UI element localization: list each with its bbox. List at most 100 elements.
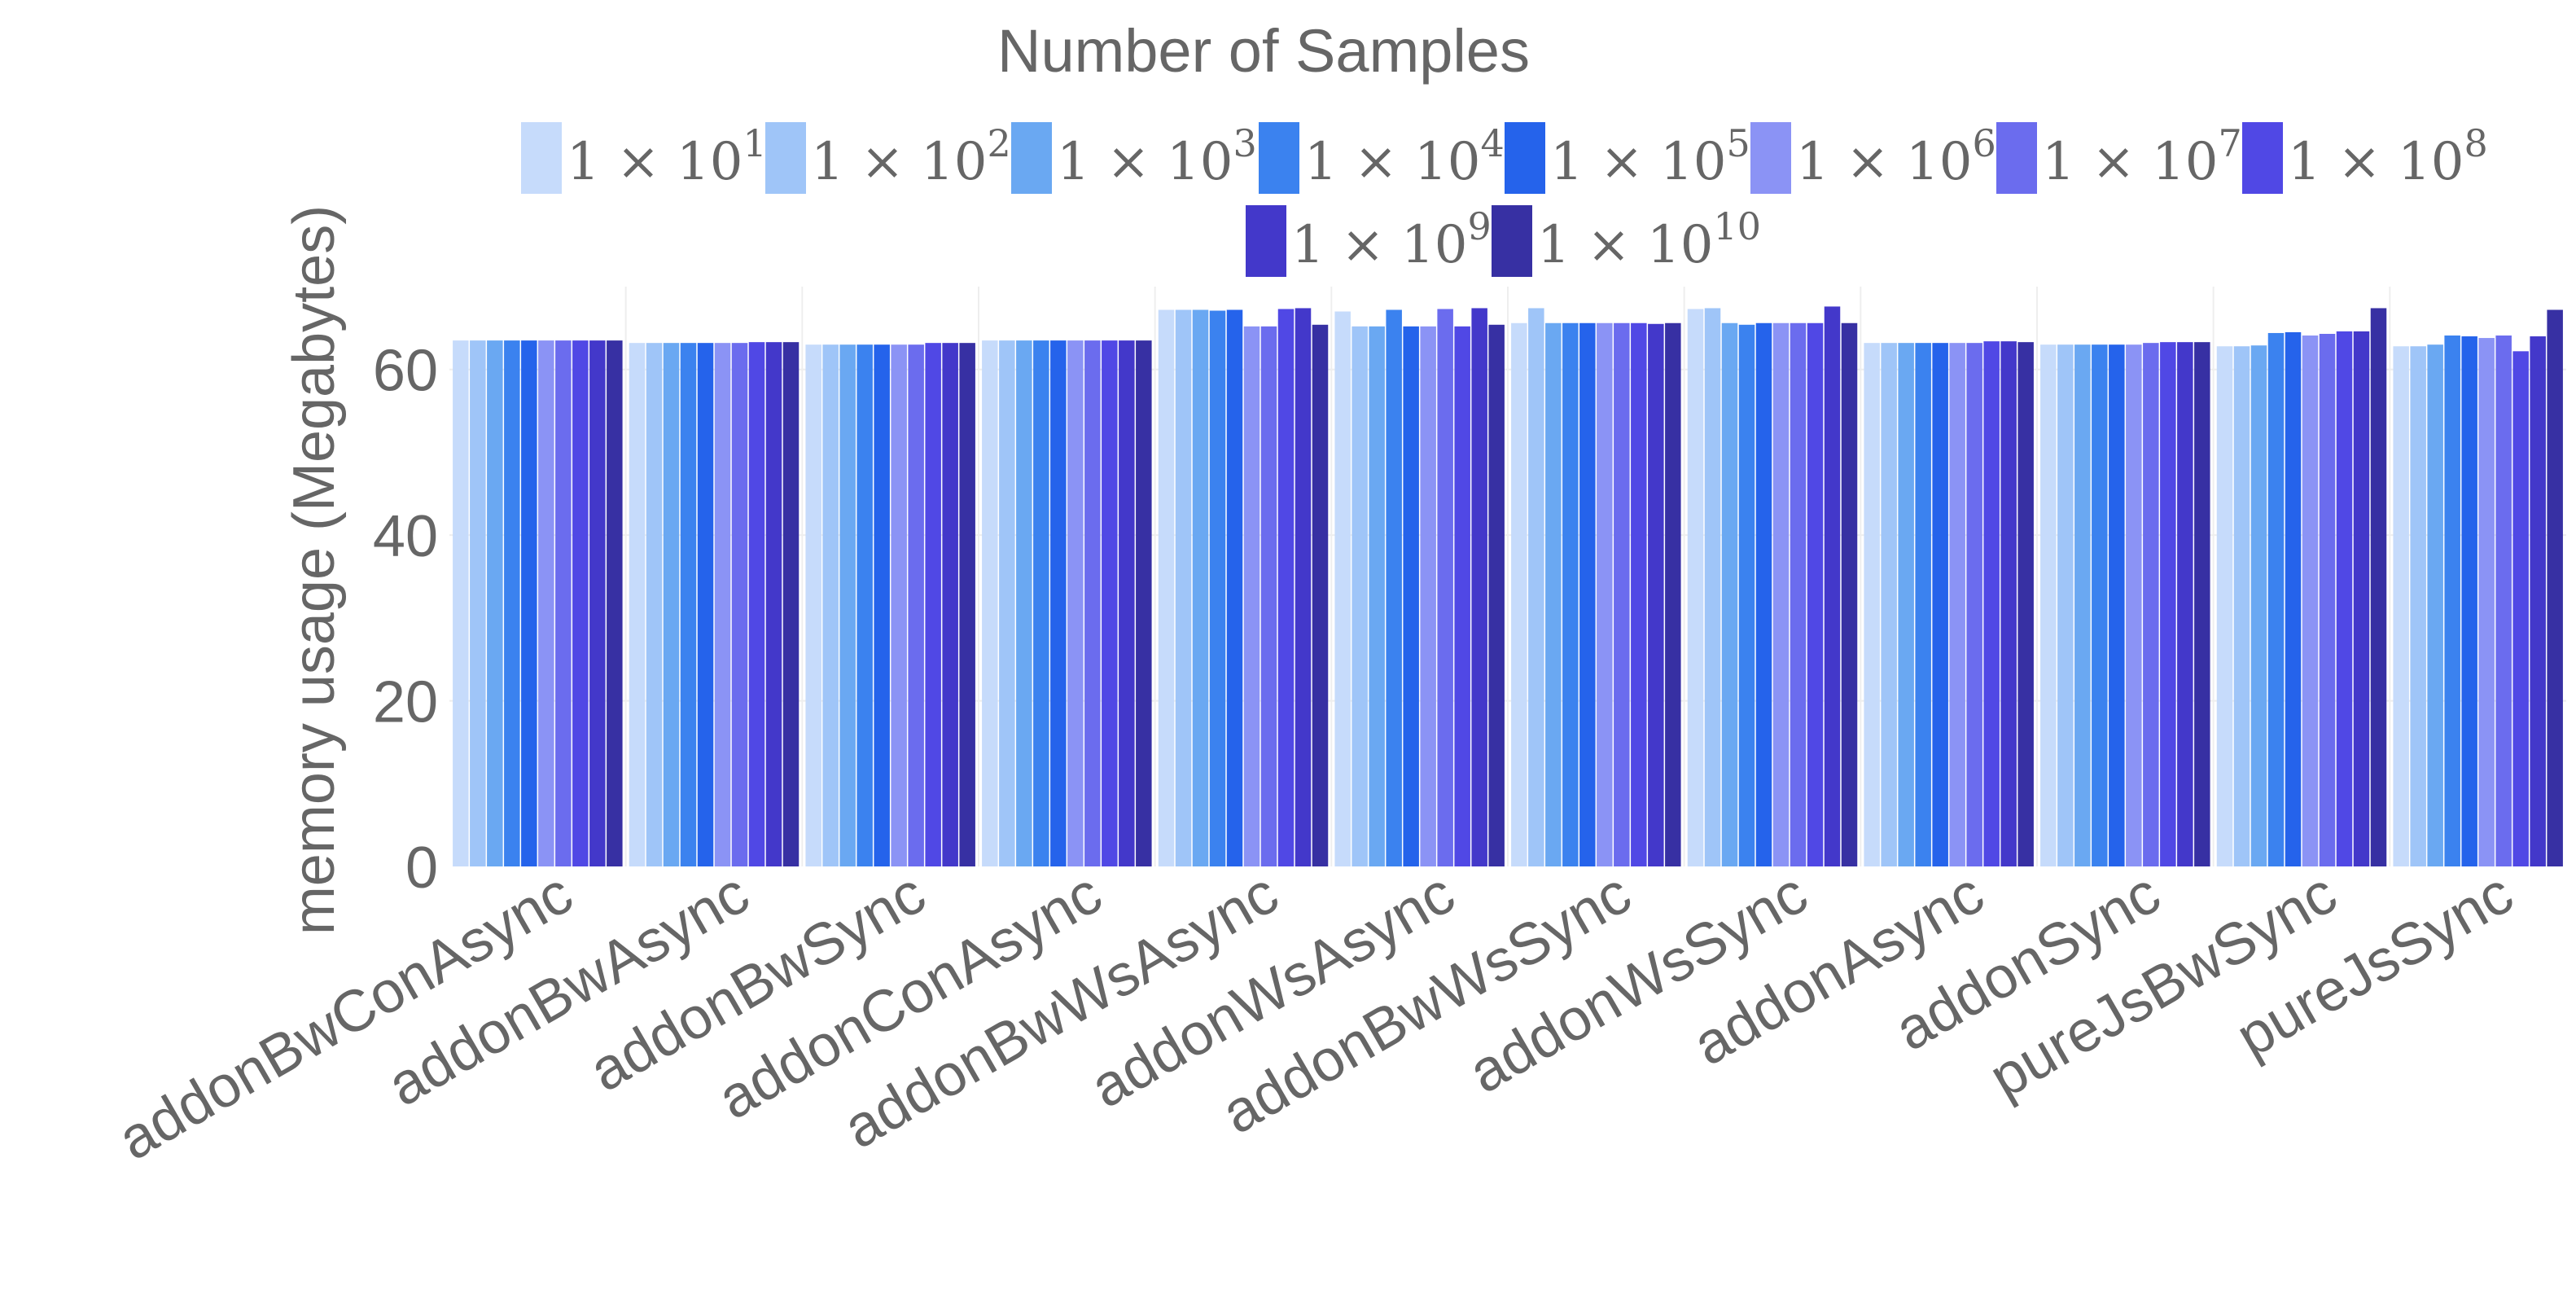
bar [453, 340, 469, 867]
bar [589, 340, 606, 867]
legend-exponent: 5 [1726, 121, 1750, 165]
bar [2530, 336, 2546, 866]
y-tick-label: 20 [373, 670, 438, 735]
bar [1136, 340, 1152, 867]
legend-exponent: 8 [2464, 121, 2487, 165]
bar [1334, 311, 1351, 866]
bar [1915, 343, 1931, 866]
bar [2370, 308, 2387, 867]
legend-label: 1 × 101 [567, 121, 767, 192]
bar [959, 343, 975, 866]
legend-swatch [1505, 122, 1545, 194]
bar [1471, 308, 1487, 867]
legend-exponent: 2 [987, 121, 1010, 165]
bar [1454, 326, 1470, 866]
bar [1420, 326, 1436, 866]
legend-item: 1 × 104 [1259, 121, 1505, 194]
bar-group [982, 340, 1152, 867]
bar [1277, 309, 1295, 866]
bar [646, 343, 663, 866]
bar [521, 340, 537, 867]
bar [2285, 331, 2302, 866]
bar [2319, 333, 2336, 866]
bar [607, 340, 623, 867]
legend-swatch [2242, 122, 2283, 194]
bar [1932, 343, 1948, 866]
bar [1511, 322, 1527, 866]
legend: 1 × 101 1 × 102 1 × 103 1 × 104 1 × 105 1 × 1… [521, 121, 2488, 277]
bar-group [629, 342, 800, 866]
bar [1528, 308, 1544, 867]
bar [504, 340, 520, 867]
bar [1260, 326, 1277, 866]
legend-label: 1 × 109 [1291, 204, 1492, 275]
y-tick-label: 0 [405, 836, 438, 901]
bar [2478, 338, 2495, 866]
legend-item: 1 × 109 [1246, 204, 1492, 277]
bar [2302, 336, 2319, 866]
legend-swatch [1259, 122, 1299, 194]
legend-label: 1 × 106 [1796, 121, 1996, 192]
legend-exponent: 9 [1467, 204, 1491, 248]
bar [1175, 309, 1192, 867]
bar [2040, 344, 2057, 866]
bar [714, 343, 731, 866]
bar [1226, 309, 1243, 867]
bar [1437, 309, 1453, 866]
bar [2410, 346, 2426, 867]
legend-label: 1 × 107 [2042, 121, 2242, 192]
bar [731, 343, 748, 866]
legend-label: 1 × 108 [2288, 121, 2488, 192]
bar [891, 344, 907, 866]
bar [1067, 340, 1084, 867]
bar [1881, 343, 1897, 866]
bar [1631, 322, 1647, 866]
bar [925, 343, 941, 866]
legend-swatch [765, 122, 806, 194]
legend-swatch [521, 122, 562, 194]
legend-swatch [1492, 205, 1532, 277]
bar [856, 344, 873, 866]
bar [2017, 342, 2034, 866]
bar [2074, 344, 2091, 866]
bar [1084, 340, 1101, 867]
bar [2336, 331, 2353, 866]
bar [470, 340, 486, 867]
bar [2233, 346, 2250, 867]
bar [999, 340, 1015, 867]
bar [2495, 336, 2512, 866]
legend-exponent: 10 [1713, 204, 1761, 248]
bar-group [1158, 308, 1329, 867]
bar [572, 340, 589, 867]
bar [782, 342, 800, 866]
bar [805, 344, 821, 866]
bar [1488, 324, 1505, 866]
legend-item: 1 × 108 [2242, 121, 2488, 194]
bar [2160, 342, 2176, 866]
legend-label: 1 × 102 [811, 121, 1011, 192]
bar [942, 343, 958, 866]
x-axis: addonBwConAsyncaddonBwAsyncaddonBwSyncad… [107, 861, 2524, 1173]
bar [1738, 324, 1755, 866]
bar [2000, 341, 2017, 866]
bar [2547, 309, 2563, 867]
bar [1562, 322, 1579, 866]
legend-item: 1 × 105 [1505, 121, 1750, 194]
legend-exponent: 1 [743, 121, 766, 165]
legend-swatch [1011, 122, 1052, 194]
bar-group [1511, 308, 1681, 867]
bar [1312, 324, 1329, 866]
bar [2444, 336, 2460, 866]
bar [2353, 331, 2370, 866]
bar [2194, 342, 2210, 866]
y-tick-label: 60 [373, 339, 438, 404]
bar [2393, 346, 2409, 867]
bar [2512, 351, 2529, 866]
bar [1790, 322, 1807, 866]
bar [1687, 309, 1704, 866]
legend-exponent: 6 [1972, 121, 1996, 165]
bar [2057, 344, 2074, 866]
bar [765, 342, 782, 866]
bar [1295, 308, 1312, 867]
